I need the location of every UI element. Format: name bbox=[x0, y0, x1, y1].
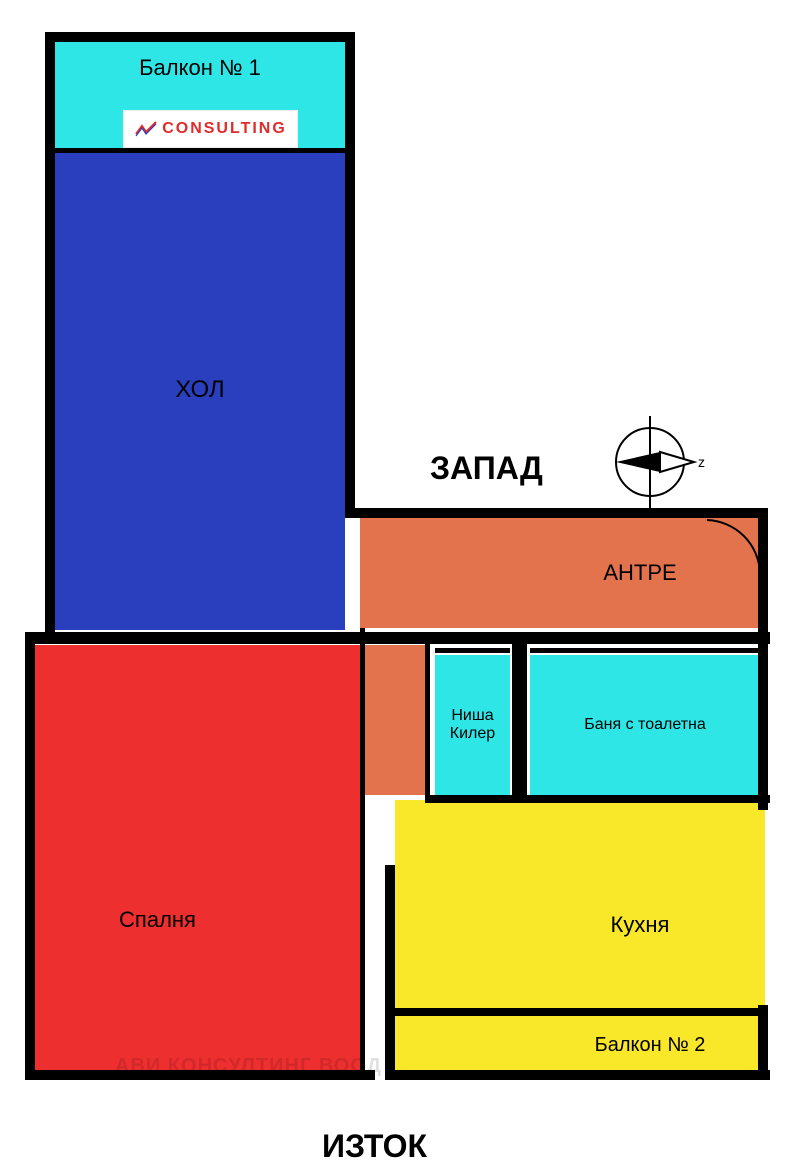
wall-segment bbox=[385, 1070, 770, 1080]
label-balcony1: Балкон № 1 bbox=[139, 55, 261, 81]
watermark-text: АВИ КОНСУЛТИНГ ВООД bbox=[115, 1055, 382, 1078]
wall-segment bbox=[758, 1005, 768, 1080]
label-antre: АНТРЕ bbox=[603, 560, 676, 586]
logo-mark-icon bbox=[134, 120, 158, 138]
label-kitchen: Кухня bbox=[611, 912, 670, 938]
wall-segment bbox=[530, 648, 760, 653]
wall-segment bbox=[55, 148, 345, 153]
label-bedroom: Спалня bbox=[119, 907, 196, 933]
logo-box: CONSULTING bbox=[123, 110, 298, 148]
wall-segment bbox=[45, 32, 355, 42]
wall-segment bbox=[25, 632, 770, 644]
floor-plan-stage: Балкон № 1 ХОЛ АНТРЕ Спалня Ниша Килер Б… bbox=[0, 0, 800, 1170]
wall-segment bbox=[360, 628, 365, 798]
wall-segment bbox=[385, 865, 395, 1080]
label-niche: Ниша Килер bbox=[450, 707, 495, 743]
room-bath: Баня с тоалетна bbox=[530, 655, 760, 795]
label-bath: Баня с тоалетна bbox=[584, 716, 706, 734]
label-balcony2: Балкон № 2 bbox=[595, 1034, 706, 1057]
wall-segment bbox=[425, 795, 770, 803]
room-kitchen: Кухня bbox=[395, 800, 765, 1010]
wall-segment bbox=[512, 644, 527, 799]
wall-segment bbox=[345, 32, 355, 518]
wall-segment bbox=[360, 795, 365, 1075]
room-hall: ХОЛ bbox=[55, 150, 345, 630]
wall-segment bbox=[425, 644, 430, 799]
wall-segment bbox=[435, 648, 510, 653]
room-niche: Ниша Килер bbox=[435, 655, 510, 795]
direction-west: ЗАПАД bbox=[430, 450, 543, 487]
door-arc-icon bbox=[705, 518, 765, 578]
wall-segment bbox=[25, 632, 35, 1080]
wall-segment bbox=[45, 32, 55, 642]
room-bedroom: Спалня bbox=[35, 645, 360, 1075]
logo-text: CONSULTING bbox=[162, 120, 287, 138]
room-antre: АНТРЕ bbox=[360, 518, 760, 628]
wall-segment bbox=[395, 1008, 765, 1016]
label-hall: ХОЛ bbox=[175, 376, 224, 404]
direction-east: ИЗТОК bbox=[322, 1128, 427, 1165]
room-corridor bbox=[360, 645, 425, 795]
compass-z-label: z bbox=[698, 454, 705, 470]
room-balcony2: Балкон № 2 bbox=[395, 1015, 765, 1075]
compass-icon: z bbox=[590, 402, 710, 522]
